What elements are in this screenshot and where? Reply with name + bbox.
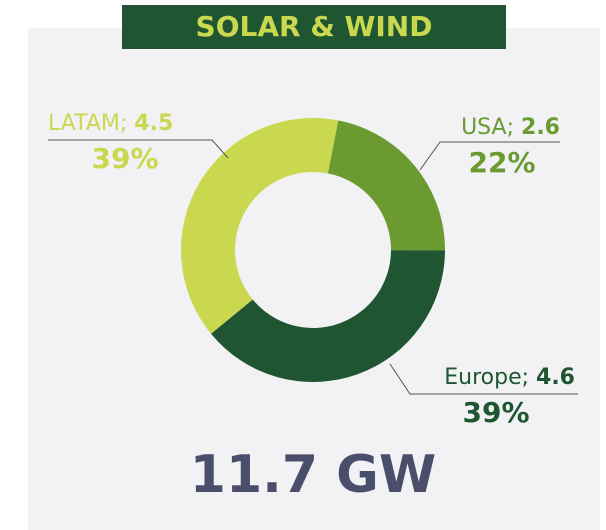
value-label: 2.6 xyxy=(521,115,560,140)
leader-line xyxy=(419,141,560,171)
leader-line xyxy=(389,363,578,395)
leader-line xyxy=(48,139,229,159)
category-label: LATAM xyxy=(48,111,120,136)
separator: ; xyxy=(522,365,536,390)
slice-label: Europe; 4.6 xyxy=(444,365,575,390)
value-label: 4.5 xyxy=(134,111,173,136)
slice xyxy=(327,120,445,251)
title-banner xyxy=(122,5,506,49)
chart-title: SOLAR & WIND xyxy=(196,10,433,43)
total: 11.7 GW xyxy=(190,445,436,505)
share-label: 39% xyxy=(462,396,529,429)
share-label: 22% xyxy=(468,146,535,179)
slice-label: USA; 2.6 xyxy=(461,115,560,140)
slice xyxy=(210,250,445,383)
share-label: 39% xyxy=(91,142,158,175)
category-label: Europe xyxy=(444,365,521,390)
category-label: USA xyxy=(461,115,507,140)
slice xyxy=(180,117,339,334)
separator: ; xyxy=(120,111,134,136)
separator: ; xyxy=(507,115,521,140)
slice-label: LATAM; 4.5 xyxy=(48,111,173,136)
value-label: 4.6 xyxy=(536,365,575,390)
panel xyxy=(28,28,600,530)
